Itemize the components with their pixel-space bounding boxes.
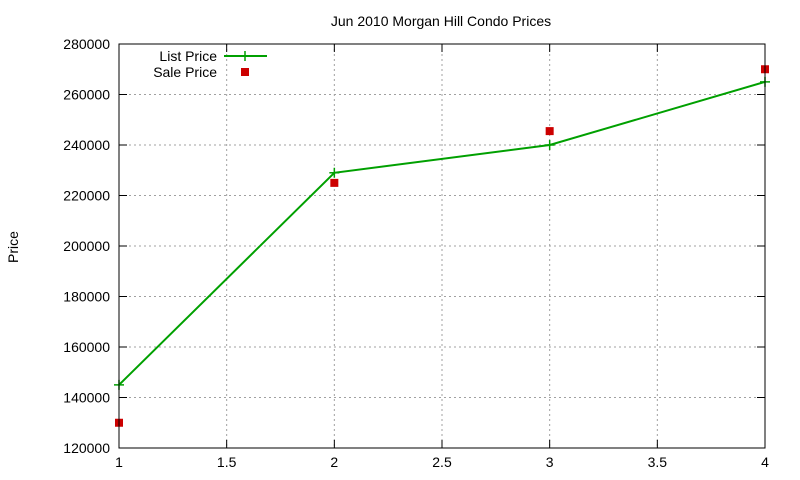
- x-tick-label: 3: [546, 454, 554, 470]
- y-tick-label: 220000: [63, 188, 110, 204]
- x-axis-ticks: 1 1.5 2 2.5 3 3.5 4: [115, 44, 769, 470]
- y-axis-ticks: 120000 140000 160000 180000 200000 220000 2400…: [63, 36, 765, 456]
- legend-label: Sale Price: [153, 64, 217, 80]
- x-tick-label: 2: [330, 454, 338, 470]
- y-tick-label: 180000: [63, 289, 110, 305]
- y-tick-label: 140000: [63, 390, 110, 406]
- x-tick-label: 3.5: [648, 454, 668, 470]
- grid-lines: [119, 44, 765, 448]
- data-point: [545, 127, 554, 136]
- y-tick-label: 260000: [63, 87, 110, 103]
- data-point: [330, 178, 339, 187]
- y-tick-label: 120000: [63, 440, 110, 456]
- chart-title: Jun 2010 Morgan Hill Condo Prices: [331, 13, 551, 29]
- y-tick-label: 280000: [63, 36, 110, 52]
- series-line: [118, 80, 766, 386]
- plot-frame: [118, 43, 766, 449]
- x-tick-label: 4: [761, 454, 769, 470]
- y-tick-label: 240000: [63, 137, 110, 153]
- legend-swatch-marker: [240, 51, 250, 61]
- y-axis-label: Price: [5, 231, 21, 263]
- x-tick-label: 1.5: [217, 454, 237, 470]
- data-point: [544, 140, 555, 150]
- x-tick-label: 2.5: [432, 454, 452, 470]
- y-tick-label: 200000: [63, 238, 110, 254]
- data-point: [329, 167, 340, 178]
- x-tick-label: 1: [115, 454, 123, 470]
- legend-label: List Price: [159, 48, 217, 64]
- legend-entry: Sale Price: [153, 64, 249, 80]
- legend-swatch-marker: [241, 68, 249, 76]
- series-1: [114, 76, 770, 390]
- y-tick-label: 160000: [63, 339, 110, 355]
- legend-entry: List Price: [159, 48, 267, 64]
